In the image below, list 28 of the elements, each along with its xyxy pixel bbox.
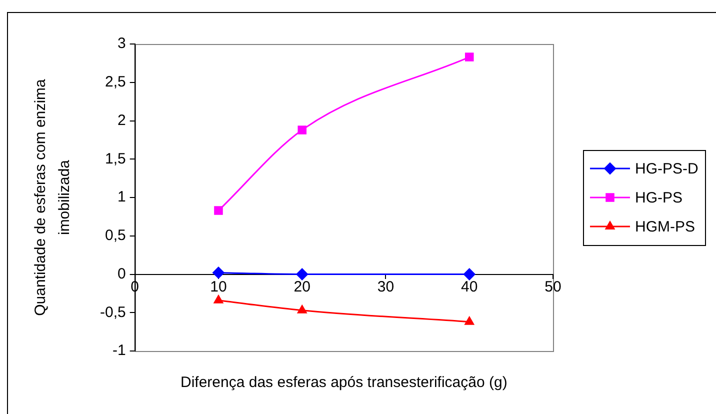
legend-label: HG-PS [635,190,683,207]
x-axis-title: Diferença das esferas após transesterificação (g) [180,374,508,392]
point [464,52,474,62]
point [214,206,223,215]
y-tick-label: 0 [118,265,126,282]
y-tick-label: 2 [118,112,126,129]
point [212,266,224,279]
point [464,316,474,325]
y-tick-label: 3 [118,35,126,52]
y-tick-label: -1 [112,342,126,360]
point [296,268,308,280]
point [463,268,476,280]
y-tick-label: 0,5 [104,227,126,244]
point [214,294,224,304]
y-tick-label: 1,5 [104,150,126,168]
x-tick-label: 20 [294,278,310,296]
y-tick-label: 1 [118,188,126,206]
x-tick-label: 30 [377,278,394,296]
x-tick-label: 50 [544,278,562,296]
legend-label: HGM-PS [635,218,695,236]
x-tick-label: 10 [210,278,227,296]
y-tick-label: -0,5 [100,304,126,321]
y-axis-title: Quantidade de esferas com enzima imobilizada [32,78,74,316]
point [297,304,307,314]
point [298,126,306,134]
y-tick-label: 2,5 [104,74,126,91]
legend-label: HG-PS-D [635,160,698,178]
x-tick-label: 40 [461,278,478,296]
